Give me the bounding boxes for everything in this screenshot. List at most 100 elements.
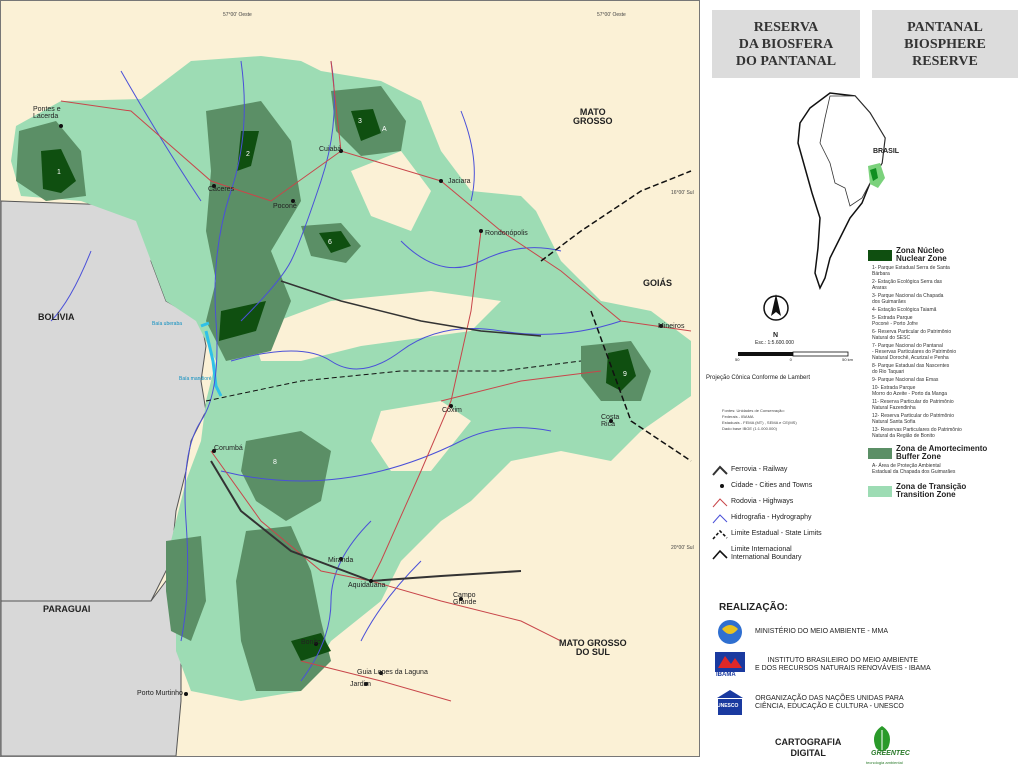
zone-item: 8- Parque Estadual das Nascentes do Rio …	[872, 363, 950, 375]
city-dots	[59, 124, 663, 696]
org-mma: MINISTÉRIO DO MEIO AMBIENTE - MMA	[713, 617, 1013, 647]
nuclear-zone-6	[319, 231, 351, 253]
zone-number: 9	[623, 371, 627, 378]
zone-number: 2	[246, 151, 250, 158]
city-label: Aquidauana	[348, 582, 386, 589]
zone-item: 11- Reserva Particular do Patrimônio Nat…	[872, 399, 954, 411]
nuclear-zone-swatch	[868, 249, 892, 261]
city-label: Guia Lopes da Laguna	[357, 669, 428, 676]
transition-gap-center	[251, 291, 501, 361]
region-label-mato-grosso: MATO GROSSO	[573, 107, 613, 127]
longitude-label: 57°00' Oeste	[597, 12, 626, 18]
ibama-logo-icon: IBAMA	[713, 650, 747, 680]
org-ibama: IBAMA INSTITUTO BRASILEIRO DO MEIO AMBIE…	[713, 650, 1013, 680]
latitude-label: 20°00' Sul	[671, 545, 694, 551]
water-label: Baía mandioré	[179, 376, 212, 382]
legend-label: Hidrografia - Hydrography	[731, 514, 812, 521]
rivers	[50, 60, 622, 682]
buffer-zone-north	[206, 101, 301, 361]
brasil-outline	[819, 95, 886, 207]
paraguai-territory	[1, 579, 182, 756]
zone-item: 5- Estrada Parque Poconé - Porto Jofre	[872, 315, 918, 327]
projection-label: Projeção Cônica Conforme de Lambert	[706, 375, 811, 381]
city-label: Pontes e Lacerda	[33, 106, 61, 121]
zone-number: 8	[273, 459, 277, 466]
buffer-zone-taquari	[241, 431, 331, 521]
nuclear-zone-13	[291, 633, 331, 661]
city-label: Mineiros	[658, 323, 685, 330]
region-label-goias: GOIÁS	[643, 278, 673, 288]
legend-railway: Ferrovia - Railway	[712, 462, 872, 478]
transition-gap-north	[351, 151, 431, 231]
latitude-label: 16°00' Sul	[671, 190, 694, 196]
legend-state-limit: Limite Estadual - State Limits	[712, 526, 872, 542]
org-name: ORGANIZAÇÃO DAS NAÇÕES UNIDAS PARA CIÊNC…	[755, 695, 904, 710]
river-line-icon	[712, 514, 728, 524]
pantanal-inset-core	[870, 168, 878, 181]
zone-number: 1	[57, 169, 61, 176]
zone-amortecimento: Zona de Amortecimento Buffer Zone	[868, 445, 1020, 461]
longitude-label: 57°00' Oeste	[223, 12, 252, 18]
unesco-logo-mark	[717, 690, 743, 715]
scale-text: Esc.: 1:5.600.000	[755, 340, 794, 346]
legend-city: Cidade - Cities and Towns	[712, 478, 872, 494]
city-label: Poconé	[273, 203, 297, 210]
scale-tick: 0	[789, 357, 792, 362]
legend-label: Limite Internacional International Bound…	[731, 546, 802, 561]
zone-item: 1- Parque Estadual Serra de Santa Bárbar…	[872, 265, 950, 277]
brasil-label: BRASIL	[873, 148, 900, 155]
legend-label: Rodovia - Highways	[731, 498, 794, 505]
city-label: Porto Murtinho	[137, 690, 183, 697]
zone-title: Zona de Amortecimento Buffer Zone	[896, 444, 988, 461]
state-limit-mt-ms	[205, 360, 582, 402]
north-arrow-icon	[763, 294, 789, 321]
state-limit-goias	[540, 170, 692, 262]
railway	[210, 460, 522, 583]
line-legend: Ferrovia - Railway Cidade - Cities and T…	[712, 462, 872, 566]
zone-number: 6	[328, 239, 332, 246]
city-label: Bonito	[301, 639, 321, 646]
zone-item: 4- Estação Ecológica Taiamã	[872, 307, 937, 313]
org-unesco: UNESCO ORGANIZAÇÃO DAS NAÇÕES UNIDAS PAR…	[713, 688, 1013, 718]
title-english: PANTANAL BIOSPHERE RESERVE	[872, 10, 1018, 78]
ibama-logo-mark	[715, 652, 745, 672]
org-name: MINISTÉRIO DO MEIO AMBIENTE - MMA	[755, 628, 889, 635]
zone-item: 13- Reservas Particulares do Patrimônio …	[872, 427, 962, 439]
zone-item: A- Área de Proteção Ambiental Estadual d…	[872, 463, 956, 475]
railway-line-icon	[712, 465, 728, 476]
zone-item: 10- Estrada Parque Morro do Azeite - Por…	[872, 385, 948, 397]
south-america-inset-map	[797, 92, 886, 290]
nuclear-zone-1	[41, 149, 76, 193]
zone-item: 2- Estação Ecológica Serra das Araras	[872, 279, 943, 291]
scale-tick: 50 km	[842, 357, 853, 362]
legend-international-boundary: Limite Internacional International Bound…	[712, 542, 872, 566]
pantanal-map	[1, 56, 692, 756]
city-label: Corumbá	[214, 445, 243, 452]
greentec-name: GREENTEC	[871, 750, 910, 757]
international-boundary-line-icon	[712, 549, 728, 560]
unesco-logo-icon: UNESCO	[713, 688, 747, 718]
transition-gap-south	[371, 401, 471, 471]
scale-ticks: 50 0 50 km	[733, 357, 853, 362]
cartografia-label: CARTOGRAFIA DIGITAL	[775, 737, 842, 758]
nuclear-zone-7	[219, 301, 266, 341]
unesco-logo-text: UNESCO	[717, 703, 739, 709]
railway-north	[280, 280, 542, 337]
greentec-subtitle: tecnologia ambiental	[866, 760, 903, 765]
legend-hydrography: Hidrografia - Hydrography	[712, 510, 872, 526]
map-panel: 57°00' Oeste 57°00' Oeste 16°00' Sul 20°…	[0, 0, 700, 757]
region-label-mato-grosso-do-sul: MATO GROSSO DO SUL	[559, 638, 627, 658]
realizacao-heading: REALIZAÇÃO:	[719, 602, 788, 613]
city-label: Cáceres	[208, 186, 235, 193]
city-label: Campo Grande	[453, 592, 477, 607]
highway-line-icon	[712, 498, 728, 508]
legend-highway: Rodovia - Highways	[712, 494, 872, 510]
region-label-paraguai: PARAGUAI	[43, 604, 91, 614]
water-label: Baía uberaba	[152, 321, 183, 327]
zone-nucleo: Zona Núcleo Nuclear Zone	[868, 247, 1020, 263]
org-name: INSTITUTO BRASILEIRO DO MEIO AMBIENTE E …	[755, 657, 931, 672]
city-dot-icon	[720, 484, 724, 488]
zone-title: Zona Núcleo Nuclear Zone	[896, 246, 947, 263]
zone-item: 9- Parque Nacional das Emas	[872, 377, 939, 383]
ibama-logo-text: IBAMA	[716, 672, 736, 678]
